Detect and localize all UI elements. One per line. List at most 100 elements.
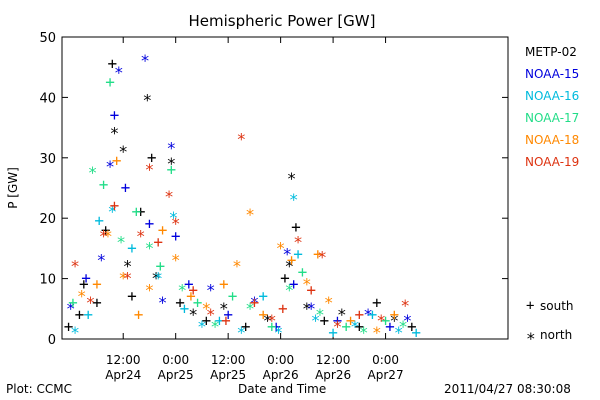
data-point-south: +: [186, 287, 196, 306]
data-point-south: +: [258, 305, 268, 324]
x-tick-date-label: Apr25: [210, 368, 246, 382]
data-point-north: *: [236, 323, 246, 342]
data-point-south: +: [289, 275, 299, 294]
data-point-north: *: [97, 250, 107, 269]
data-point-north: *: [337, 305, 347, 324]
data-point-north: *: [114, 63, 124, 82]
data-point-north: *: [99, 226, 109, 245]
data-point-north: *: [263, 311, 273, 330]
legend-series-label: NOAA-16: [525, 89, 579, 103]
data-point-north: *: [177, 281, 187, 300]
x-tick-date-label: Apr25: [158, 368, 194, 382]
data-point-south: +: [355, 305, 365, 324]
data-point-north: *: [171, 250, 181, 269]
data-point-south: +: [180, 299, 190, 318]
x-tick-time-label: 12:00: [106, 353, 141, 367]
data-point-north: *: [66, 299, 76, 318]
data-point-south: +: [68, 293, 78, 312]
data-point-south: +: [328, 323, 338, 342]
data-point-north: *: [274, 323, 284, 342]
data-point-north: *: [324, 293, 334, 312]
y-tick-label: 20: [39, 212, 56, 227]
x-tick-date-label: Apr27: [368, 368, 404, 382]
data-point-south: +: [271, 317, 281, 336]
data-point-north: *: [306, 299, 316, 318]
data-point-south: +: [110, 106, 120, 125]
legend-series-label: METP-02: [525, 45, 577, 59]
data-point-north: *: [287, 169, 297, 188]
data-point-south: +: [298, 263, 308, 282]
data-point-north: *: [302, 299, 312, 318]
data-point-south: +: [355, 317, 365, 336]
data-point-north: *: [236, 130, 246, 149]
data-point-north: *: [110, 124, 120, 143]
x-tick-date-label: Apr26: [263, 368, 299, 382]
data-point-north: *: [70, 257, 80, 276]
data-point-south: +: [158, 220, 168, 239]
data-point-north: *: [140, 51, 150, 70]
data-point-south: +: [166, 160, 176, 179]
chart-title: Hemispheric Power [GW]: [189, 12, 376, 30]
data-point-north: *: [151, 269, 161, 288]
data-point-south: +: [333, 311, 343, 330]
data-point-north: *: [142, 90, 152, 109]
data-point-south: +: [107, 54, 117, 73]
data-point-north: *: [210, 317, 220, 336]
data-point-north: *: [169, 208, 179, 227]
data-point-north: *: [289, 190, 299, 209]
data-point-north: *: [171, 214, 181, 233]
data-point-south: +: [83, 305, 93, 324]
data-point-north: *: [70, 323, 80, 342]
data-point-north: *: [359, 323, 369, 342]
data-point-south: +: [92, 293, 102, 312]
data-point-north: *: [107, 202, 117, 221]
data-point-north: *: [123, 257, 133, 276]
data-point-south: +: [94, 211, 104, 230]
data-point-south: +: [280, 269, 290, 288]
legend-series-label: NOAA-19: [525, 155, 579, 169]
data-point-south: +: [101, 220, 111, 239]
data-point-north: *: [103, 226, 113, 245]
data-point-south: +: [372, 293, 382, 312]
y-tick-label: 30: [39, 152, 56, 167]
data-point-north: *: [86, 293, 96, 312]
data-point-north: *: [267, 311, 277, 330]
data-point-south: +: [306, 281, 316, 300]
data-point-south: +: [136, 202, 146, 221]
data-point-south: +: [110, 196, 120, 215]
data-point-south: +: [75, 305, 85, 324]
data-point-south: +: [215, 311, 225, 330]
data-point-north: *: [158, 293, 168, 312]
plot-credit: Plot: CCMC: [6, 382, 72, 396]
axis-ticks: 0102030405012:00Apr240:00Apr2512:00Apr25…: [39, 31, 508, 382]
data-point-south: +: [278, 299, 288, 318]
x-tick-date-label: Apr24: [105, 368, 141, 382]
data-point-south: +: [147, 148, 157, 167]
data-point-north: *: [400, 296, 410, 315]
data-point-north: *: [398, 317, 408, 336]
data-point-south: +: [368, 305, 378, 324]
x-tick-time-label: 0:00: [372, 353, 399, 367]
data-point-north: *: [363, 305, 373, 324]
data-point-south: +: [171, 226, 181, 245]
data-point-north: *: [118, 142, 128, 161]
data-point-north: *: [197, 317, 207, 336]
data-point-south: +: [92, 275, 102, 294]
legend: METP-02 NOAA-15 NOAA-16 NOAA-17 NOAA-18 NOAA-…: [525, 45, 579, 348]
data-point-south: +: [219, 275, 229, 294]
legend-marker-label: south: [540, 299, 574, 313]
data-point-north: *: [153, 269, 163, 288]
data-point-north: *: [333, 317, 343, 336]
data-point-south: +: [267, 317, 277, 336]
data-point-north: *: [394, 323, 404, 342]
data-point-south: +: [313, 244, 323, 263]
plot-frame: [61, 36, 509, 340]
data-point-south: +: [241, 317, 251, 336]
data-point-south: +: [381, 311, 391, 330]
data-point-south: +: [134, 305, 144, 324]
data-point-north: *: [145, 160, 155, 179]
data-point-south: +: [223, 305, 233, 324]
x-axis-label: Date and Time: [238, 382, 327, 396]
data-point-north: *: [350, 317, 360, 336]
data-point-north: *: [166, 154, 176, 173]
